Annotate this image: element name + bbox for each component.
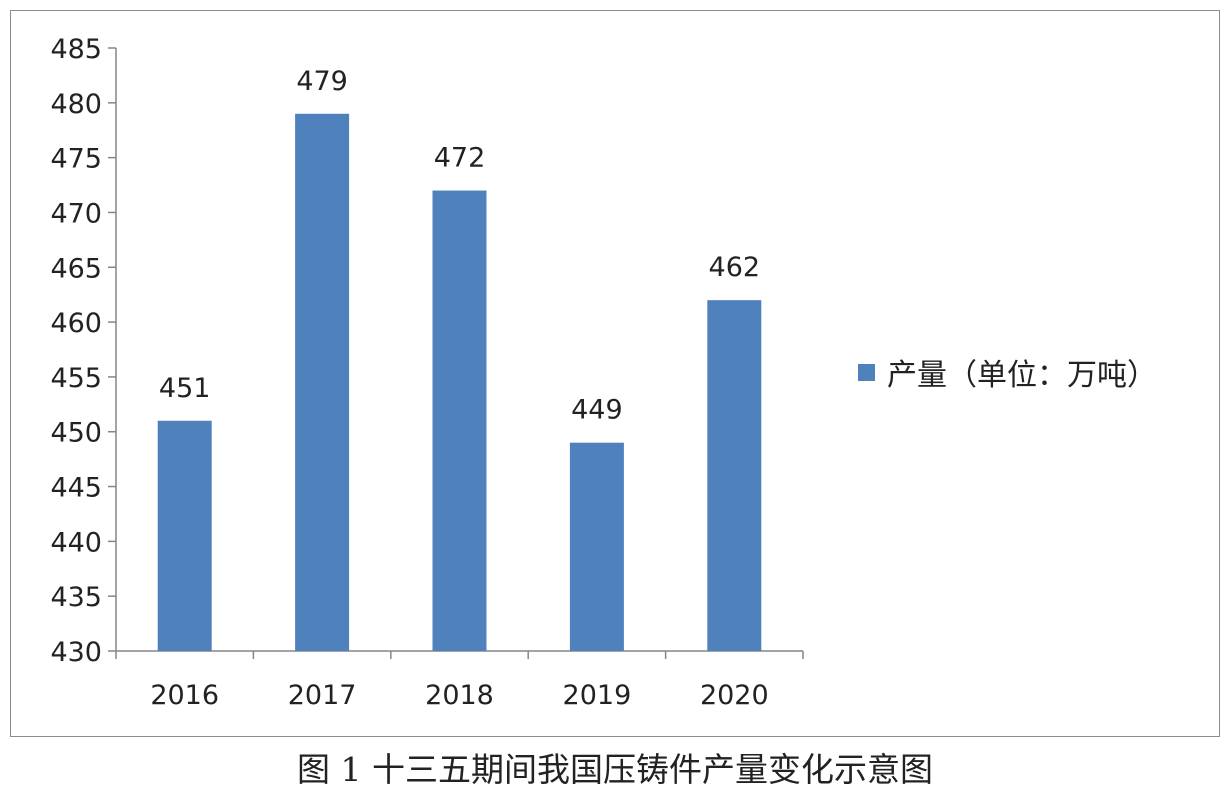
y-tick-label: 460 [50, 308, 102, 339]
x-tick-label: 2018 [425, 680, 494, 711]
x-tick-label: 2019 [563, 680, 632, 711]
bar [157, 420, 212, 651]
y-tick-label: 480 [50, 89, 102, 120]
x-tick-label: 2020 [700, 680, 769, 711]
y-tick-label: 435 [50, 582, 102, 613]
y-tick-label: 485 [50, 34, 102, 65]
y-tick-label: 430 [50, 637, 102, 668]
bar [295, 113, 350, 652]
y-tick-label: 445 [50, 473, 102, 504]
figure-caption: 图 1 十三五期间我国压铸件产量变化示意图 [297, 750, 933, 789]
legend-swatch [858, 363, 875, 381]
bar [432, 190, 487, 651]
bar [569, 442, 624, 651]
data-label: 449 [571, 395, 623, 426]
data-label: 472 [434, 143, 486, 174]
legend-label: 产量（单位：万吨） [887, 358, 1157, 393]
y-tick-label: 470 [50, 198, 102, 229]
legend: 产量（单位：万吨） [858, 352, 1157, 393]
y-tick-label: 440 [50, 527, 102, 558]
y-tick-label: 450 [50, 418, 102, 449]
data-label: 451 [159, 373, 211, 404]
y-tick-label: 455 [50, 363, 102, 394]
y-tick-label: 475 [50, 144, 102, 175]
data-label: 479 [296, 66, 348, 97]
x-tick-label: 2016 [150, 680, 219, 711]
data-label: 462 [709, 252, 761, 283]
x-tick-label: 2017 [288, 680, 357, 711]
y-tick-label: 465 [50, 253, 102, 284]
bar [707, 300, 762, 651]
